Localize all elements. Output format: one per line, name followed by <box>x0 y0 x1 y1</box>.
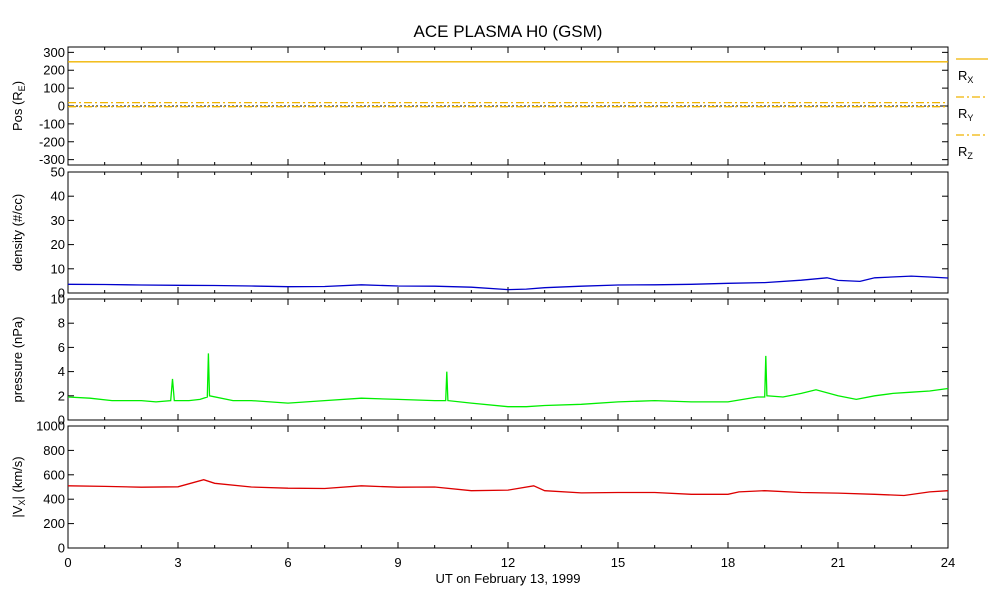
y-tick-label: 0 <box>58 413 65 428</box>
y-tick-label: 0 <box>58 541 65 556</box>
y-tick-label: 10 <box>51 261 65 276</box>
y-axis-title-tail: ) <box>10 81 25 85</box>
x-tick-label: 15 <box>611 555 625 570</box>
y-tick-label: 200 <box>43 516 65 531</box>
y-tick-label: 50 <box>51 165 65 180</box>
legend-label: RZ <box>958 144 973 161</box>
y-tick-label: -300 <box>39 152 65 167</box>
y-tick-label: 8 <box>58 316 65 331</box>
y-tick-label: 100 <box>43 81 65 96</box>
y-tick-label: 200 <box>43 63 65 78</box>
chart-title: ACE PLASMA H0 (GSM) <box>414 22 603 41</box>
panel-frame <box>67 171 949 294</box>
x-tick-label: 3 <box>174 555 181 570</box>
series-line-pressure-0 <box>67 353 949 408</box>
series-line-density-0 <box>67 275 949 291</box>
y-axis-title: density (#/cc) <box>10 194 25 271</box>
x-tick-label: 21 <box>831 555 845 570</box>
y-tick-label: 300 <box>43 45 65 60</box>
x-tick-label: 12 <box>501 555 515 570</box>
y-tick-label: 6 <box>58 340 65 355</box>
y-tick-label: 0 <box>58 99 65 114</box>
y-axis-title-subscript: X <box>17 500 27 506</box>
y-tick-label: -100 <box>39 116 65 131</box>
x-tick-label: 18 <box>721 555 735 570</box>
legend-label: RX <box>958 68 973 85</box>
legend-label-subscript: X <box>967 75 973 85</box>
y-tick-label: 800 <box>43 443 65 458</box>
x-tick-label: 9 <box>394 555 401 570</box>
panel-velocity: 0 200 400 600 800 1000 |VX| (km/s) <box>10 419 949 556</box>
y-axis-title: Pos (RE) <box>10 81 27 131</box>
panel-frame <box>67 425 949 549</box>
y-axis-title: pressure (nPa) <box>10 317 25 403</box>
legend-label: RY <box>958 106 973 123</box>
legend-label-subscript: Z <box>967 151 973 161</box>
y-tick-label: 400 <box>43 492 65 507</box>
x-tick-label: 24 <box>941 555 955 570</box>
y-tick-label: 600 <box>43 467 65 482</box>
panel-frame <box>67 298 949 421</box>
y-tick-label: 10 <box>51 292 65 307</box>
panel-position: -300 -200 -100 0 100 200 300 Pos (RE) <box>10 45 949 167</box>
panel-density: 0 10 20 30 40 50 density (#/cc) <box>10 165 949 301</box>
y-axis-title-tail: | (km/s) <box>10 456 25 499</box>
y-tick-label: 4 <box>58 364 65 379</box>
y-tick-label: 40 <box>51 189 65 204</box>
y-axis-title: |VX| (km/s) <box>10 456 27 517</box>
series-line-velocity-0 <box>67 479 949 497</box>
y-tick-label: 1000 <box>36 419 65 434</box>
y-axis-title-subscript: E <box>17 85 27 91</box>
panel-pressure: 0 2 4 6 8 10 pressure (nPa) <box>10 292 949 428</box>
y-tick-label: -200 <box>39 134 65 149</box>
y-tick-label: 20 <box>51 237 65 252</box>
x-tick-label: 0 <box>64 555 71 570</box>
x-axis: 0 3 6 9 12 15 18 21 24 <box>64 555 955 570</box>
y-tick-label: 0 <box>58 286 65 301</box>
y-tick-label: 2 <box>58 388 65 403</box>
position-legend: RX RY RZ <box>956 58 988 161</box>
x-tick-label: 6 <box>284 555 291 570</box>
y-tick-label: 30 <box>51 213 65 228</box>
x-axis-title: UT on February 13, 1999 <box>435 571 580 586</box>
legend-label-subscript: Y <box>967 113 973 123</box>
